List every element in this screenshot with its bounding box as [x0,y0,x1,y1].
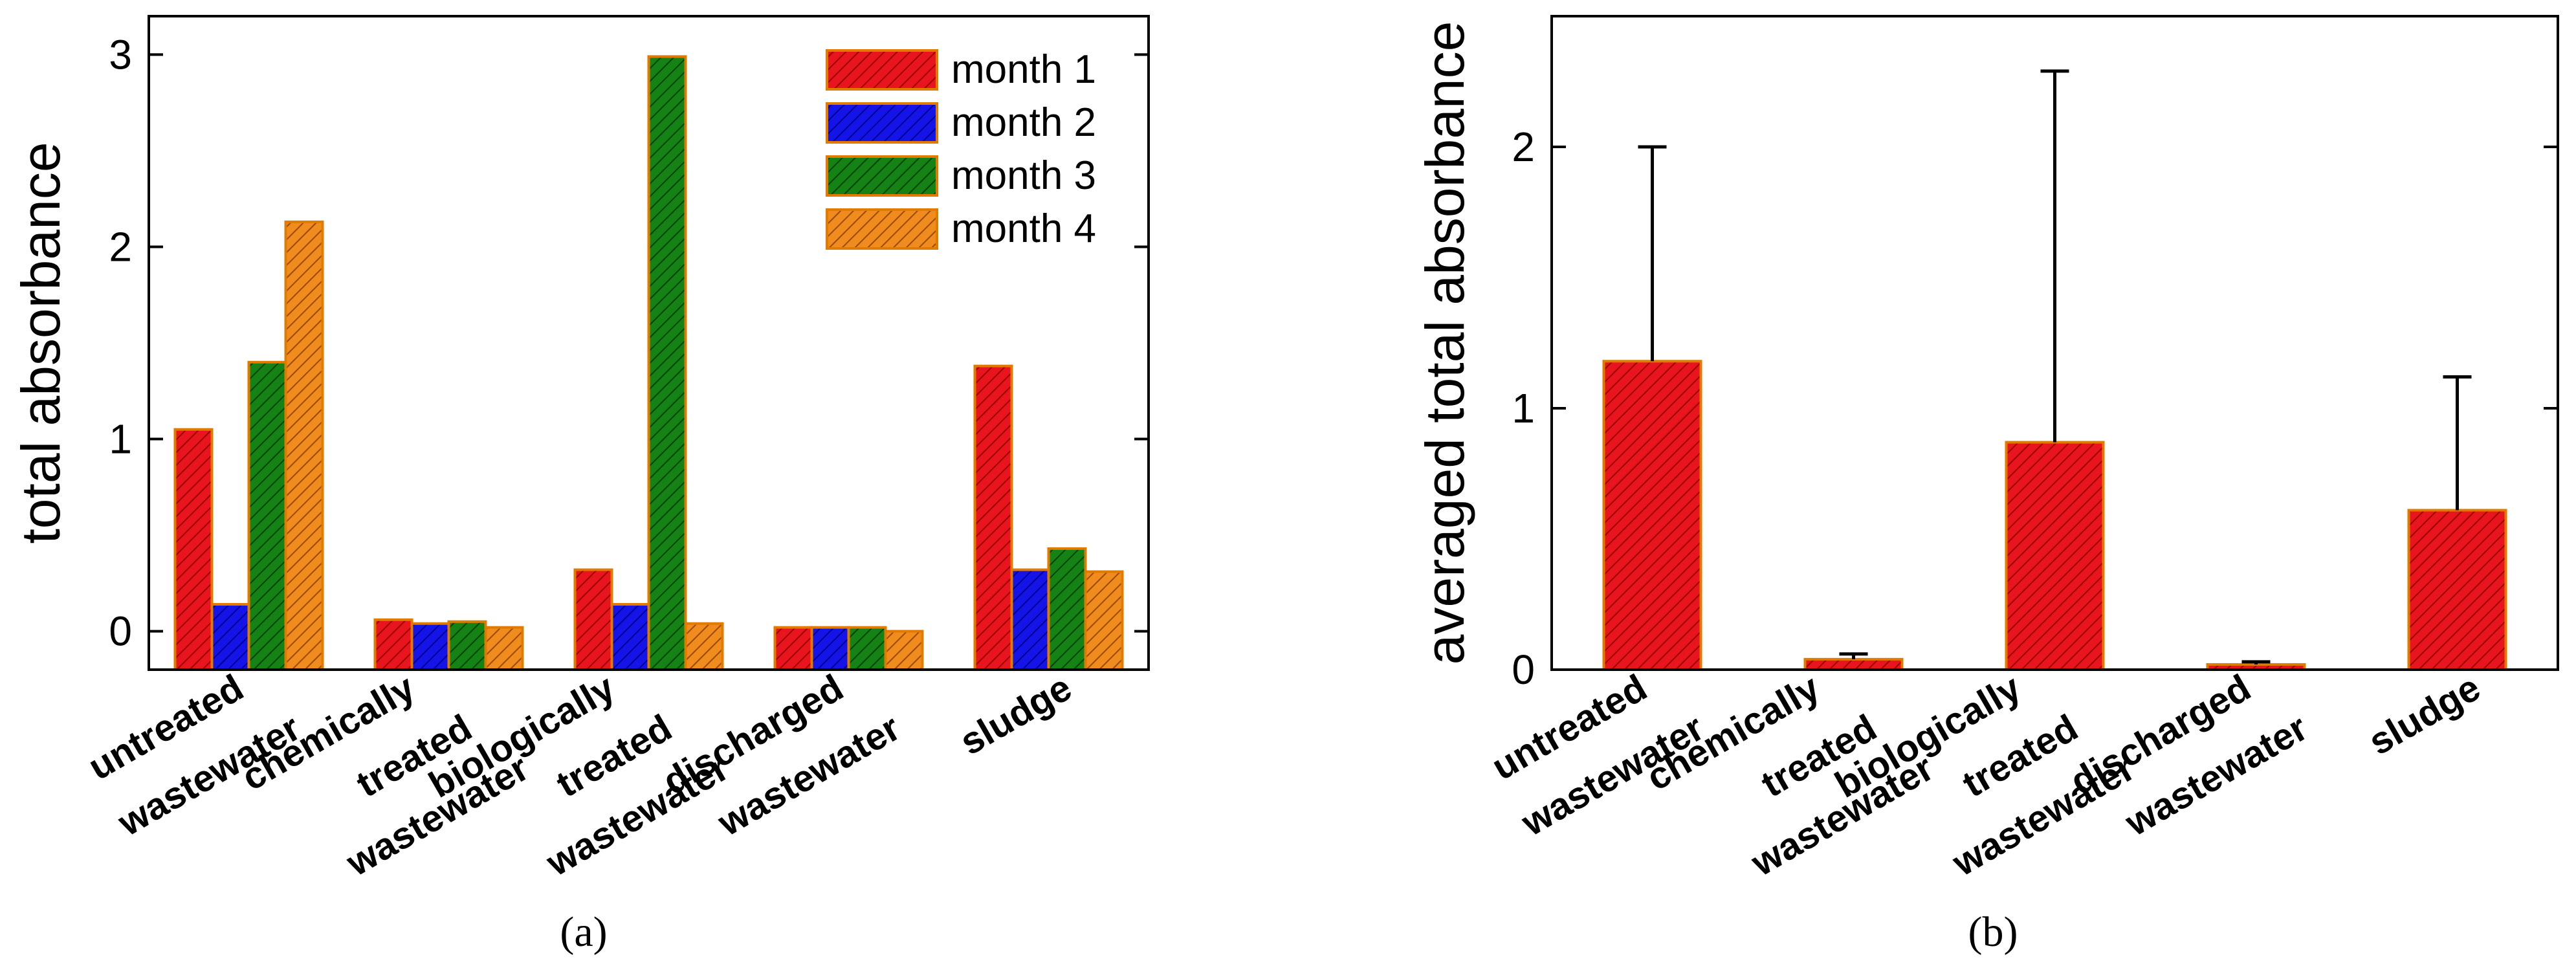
panel-a-y-tick-label: 0 [109,608,132,655]
panel-b-y-axis-title: averaged total absorbance [1415,21,1475,665]
panel-a-bar-month-2-2 [410,622,450,671]
panel-a-y-tick-label: 3 [109,31,132,78]
panel-b-bars [1602,69,2507,672]
legend-swatch-month-1 [826,49,938,91]
panel-a-bar-month-4-2 [484,626,524,671]
panel-a-y-tick-label: 1 [109,416,132,463]
legend-swatch-month-2 [826,102,938,144]
panel-a-bar-month-2-3 [610,603,650,671]
panel-b-label: (b) [1968,908,2018,956]
panel-b-y-tick-label: 0 [1512,646,1535,693]
panel-a-bar-month-1-3 [573,568,613,671]
panel-a-bar-month-4-5 [1084,570,1124,671]
panel-a-plot-frame [148,15,1150,671]
panel-b-y-tick-label: 2 [1512,124,1535,170]
panel-b-bar-3 [2005,441,2105,672]
panel-b-y-axis: 0 1 2 [1512,124,2558,693]
panel-a-y-tick-label: 2 [109,223,132,270]
panel-a-bar-month-1-1 [173,428,214,671]
panel-a-bar-month-1-4 [773,626,813,671]
panel-a-x-tick-label-sludge: sludge [953,666,1079,763]
panel-a-y-axis-title: total absorbance [10,142,71,543]
panel-a-bar-month-4-4 [884,630,924,672]
panel-a-y-axis: 0 1 2 3 [109,31,1149,655]
legend-label-month-4: month 4 [951,206,1096,251]
panel-a-bar-month-2-1 [210,603,250,671]
panel-b-x-tick-label-sludge: sludge [2362,666,2487,763]
panel-a-bar-month-2-4 [810,626,850,671]
panel-a-bar-month-3-2 [447,620,487,671]
legend-swatch-month-3 [826,155,938,197]
panel-a-bar-month-3-5 [1047,547,1087,672]
legend-label-month-1: month 1 [951,47,1096,92]
panel-a-x-axis: untreatedwastewaterchemicallytreatedwast… [82,666,1079,884]
panel-b-bar-1 [1602,360,1702,672]
panel-b-bar-2 [1803,657,1904,672]
legend-swatch-month-4 [826,208,938,250]
panel-a-label: (a) [560,908,607,956]
panel-a-bars [173,55,1124,672]
legend-label-month-3: month 3 [951,153,1096,198]
panel-b-bar-5 [2407,509,2507,671]
panel-a-bar-month-1-2 [373,618,413,671]
panel-a-legend: month 1 month 2 month 3 month 4 [826,47,1096,251]
panel-a-bar-month-3-3 [647,55,687,672]
panel-a-bar-month-1-5 [973,364,1013,671]
panel-a-chart: 0 1 2 3 untreatedwastewaterchemicallytreate… [10,15,1150,956]
panel-a-bar-month-2-5 [1010,568,1050,671]
panel-b-chart: 0 1 2 untreatedwastewaterchemicallytreated… [1415,15,2559,956]
panel-b-plot-frame [1550,15,2559,671]
panel-a-bar-month-3-4 [847,626,887,671]
legend-label-month-2: month 2 [951,100,1096,145]
panel-a-bar-month-3-1 [247,360,287,671]
panel-a-bar-month-4-3 [684,622,724,671]
panel-b-x-axis: untreatedwastewaterchemicallytreatedwast… [1485,666,2487,884]
panel-a-bar-month-4-1 [284,220,324,671]
panel-b-y-tick-label: 1 [1512,385,1535,432]
